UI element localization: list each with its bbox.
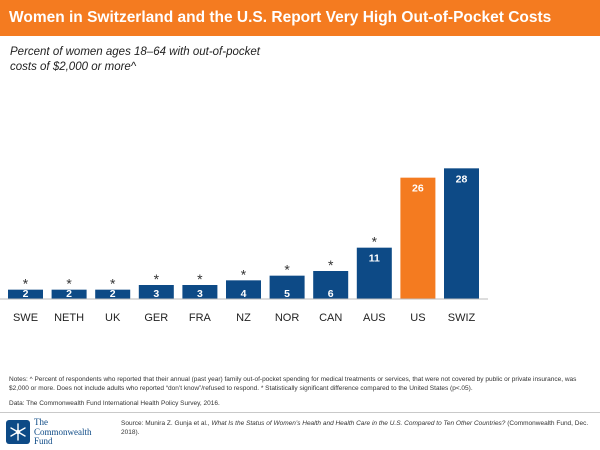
notes-text: Notes: ^ Percent of respondents who repo…	[9, 376, 577, 392]
data-label: 6	[328, 288, 334, 300]
x-tick-label: NETH	[54, 312, 84, 324]
data-label: 26	[412, 183, 424, 195]
significance-marker: *	[110, 276, 116, 292]
data-label: 2	[23, 288, 29, 300]
significance-marker: *	[328, 257, 334, 273]
x-tick-label: US	[410, 312, 425, 324]
bar-can	[313, 271, 349, 299]
significance-marker: *	[197, 271, 203, 287]
data-label: 4	[241, 288, 247, 300]
x-tick-label: CAN	[319, 312, 342, 324]
x-tick-label: SWE	[13, 312, 38, 324]
bar-aus	[356, 247, 392, 299]
bar-swe	[8, 289, 43, 299]
significance-marker: *	[66, 276, 72, 292]
data-label: 28	[456, 173, 468, 185]
x-tick-label: GER	[144, 312, 168, 324]
source-citation: Source: Munira Z. Gunja et al., What Is …	[121, 420, 589, 436]
page-title: Women in Switzerland and the U.S. Report…	[9, 9, 552, 26]
x-tick-label: SWIZ	[448, 312, 476, 324]
significance-marker: *	[284, 262, 290, 278]
bar-nz	[226, 280, 261, 299]
significance-marker: *	[372, 234, 378, 250]
data-label: 2	[66, 288, 72, 300]
data-label: 3	[153, 288, 159, 300]
bar-swiz	[444, 168, 479, 299]
bar-us	[400, 177, 436, 299]
bar-fra	[182, 285, 218, 299]
data-label: 2	[110, 288, 116, 300]
significance-marker: *	[241, 266, 247, 282]
header-bar: Women in Switzerland and the U.S. Report…	[0, 0, 600, 36]
bar-chart: 2*SWE2*NETH2*UK3*GER3*FRA4*NZ5*NOR6*CAN1…	[0, 168, 488, 324]
bar-nor	[269, 275, 305, 299]
data-source: Data: The Commonwealth Fund Internationa…	[9, 400, 220, 407]
chart-subtitle: Percent of women ages 18–64 with out-of-…	[10, 46, 260, 73]
data-label: 11	[369, 253, 380, 265]
x-tick-label: AUS	[363, 312, 386, 324]
bar-uk	[95, 289, 131, 299]
x-tick-label: FRA	[189, 312, 212, 324]
significance-marker: *	[23, 276, 29, 292]
x-tick-label: NOR	[275, 312, 300, 324]
x-tick-label: NZ	[236, 312, 251, 324]
data-label: 5	[284, 288, 290, 300]
footer-divider	[0, 412, 600, 413]
bar-neth	[51, 289, 87, 299]
data-label: 3	[197, 288, 203, 300]
bar-ger	[138, 285, 174, 299]
x-tick-label: UK	[105, 312, 121, 324]
significance-marker: *	[154, 271, 160, 287]
logo-text: The Commonwealth Fund	[34, 417, 92, 446]
snowflake-seal-icon	[6, 420, 30, 444]
